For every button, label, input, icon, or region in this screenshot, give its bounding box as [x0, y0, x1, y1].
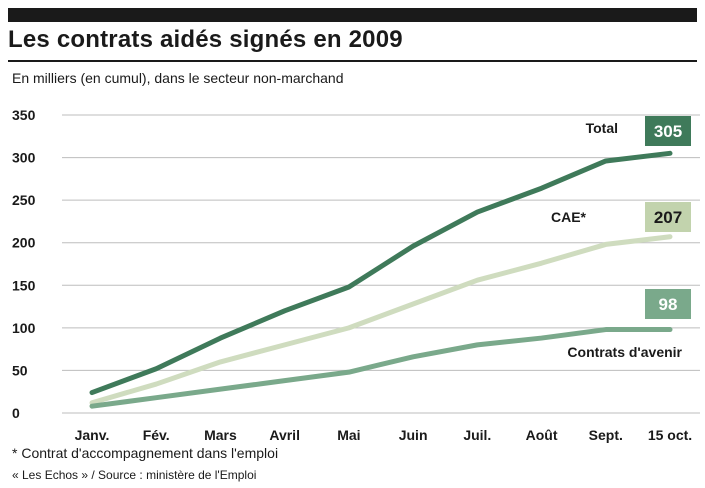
y-tick-label: 200 [12, 235, 36, 251]
y-tick-label: 0 [12, 405, 20, 421]
series-line [89, 150, 673, 396]
y-tick-label: 300 [12, 150, 36, 166]
data-label: 98 [659, 295, 678, 314]
x-tick-label: Avril [269, 427, 300, 443]
x-tick-label: 15 oct. [648, 427, 692, 443]
x-tick-label: Sept. [589, 427, 623, 443]
x-tick-label: Mai [337, 427, 360, 443]
source-note: « Les Echos » / Source : ministère de l'… [12, 468, 257, 482]
y-tick-label: 150 [12, 277, 36, 293]
x-tick-label: Juil. [463, 427, 491, 443]
value-badge [645, 116, 691, 146]
series-label: CAE* [551, 209, 587, 225]
series-label: Contrats d'avenir [567, 344, 682, 360]
chart-title: Les contrats aidés signés en 2009 [8, 26, 403, 53]
y-tick-label: 250 [12, 192, 36, 208]
x-tick-label: Janv. [75, 427, 110, 443]
value-badge [645, 289, 691, 319]
series-label: Total [586, 120, 618, 136]
y-tick-label: 350 [12, 107, 36, 123]
footnote: * Contrat d'accompagnement dans l'emploi [12, 445, 279, 461]
x-tick-label: Août [526, 427, 558, 443]
title-rule [8, 60, 697, 62]
y-tick-label: 50 [12, 362, 28, 378]
series-line [89, 327, 673, 409]
data-label: 207 [654, 208, 682, 227]
series-line [89, 234, 673, 406]
x-tick-label: Fév. [143, 427, 170, 443]
data-label: 305 [654, 122, 682, 141]
y-tick-label: 100 [12, 320, 36, 336]
value-badge [645, 202, 691, 232]
x-tick-label: Juin [399, 427, 428, 443]
chart-subtitle: En milliers (en cumul), dans le secteur … [12, 70, 344, 86]
x-tick-label: Mars [204, 427, 237, 443]
top-bar [8, 8, 697, 22]
